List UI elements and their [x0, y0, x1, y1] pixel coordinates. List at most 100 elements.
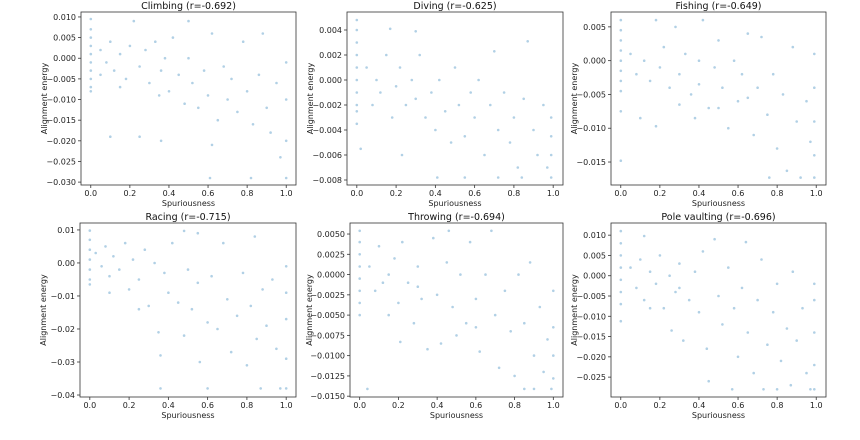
data-point — [118, 85, 122, 89]
data-point — [397, 301, 400, 305]
chart-title: Fishing (r=-0.649) — [676, 1, 762, 12]
data-point — [414, 30, 418, 33]
data-point — [619, 159, 623, 162]
data-point — [261, 288, 264, 291]
data-point — [799, 176, 802, 179]
y-axis-label: Alignment energy — [305, 274, 314, 346]
data-point — [381, 281, 385, 285]
data-point — [795, 339, 798, 342]
x-tick-label: 0.4 — [429, 189, 442, 198]
data-point — [202, 69, 206, 72]
data-point — [284, 387, 288, 390]
data-point — [432, 236, 435, 240]
data-point — [478, 350, 482, 353]
data-point — [746, 331, 750, 334]
data-point — [536, 153, 539, 157]
data-point — [674, 25, 677, 29]
data-point — [99, 73, 102, 77]
data-point — [775, 282, 779, 286]
data-point — [366, 387, 369, 391]
data-point — [760, 35, 763, 39]
y-axis-label: Alignment energy — [570, 63, 579, 135]
x-axis-label: Spuriousness — [428, 199, 481, 208]
data-point — [434, 128, 437, 132]
data-point — [682, 339, 685, 342]
y-tick-label: 0.005 — [53, 34, 76, 43]
y-tick-label: −0.015 — [576, 158, 606, 167]
data-point — [463, 176, 467, 179]
data-point — [159, 139, 163, 143]
y-tick-label: −0.025 — [576, 373, 606, 382]
axes-frame — [610, 11, 827, 186]
data-point — [662, 45, 666, 49]
data-point — [127, 288, 131, 291]
data-point — [279, 387, 282, 390]
data-point — [469, 91, 473, 94]
data-point — [813, 363, 816, 367]
y-tick-label: −0.010 — [576, 312, 606, 321]
data-point — [619, 290, 623, 294]
data-point — [216, 327, 219, 331]
data-point — [182, 229, 186, 233]
y-tick-label: 0.00 — [57, 259, 75, 268]
data-point — [648, 79, 652, 83]
subplot-4: 0.0 0.2 0.4 0.6 0.8 1.0 0.0050 0.0025 0.0000 −0.0… — [305, 212, 564, 420]
x-tick-label: 0.0 — [614, 189, 627, 198]
data-point — [445, 261, 449, 264]
data-point — [355, 41, 359, 44]
data-point — [760, 258, 763, 261]
data-point — [257, 73, 261, 77]
data-point — [163, 271, 166, 275]
y-tick-label: −0.04 — [50, 391, 75, 400]
data-point — [619, 89, 623, 93]
data-point — [639, 258, 642, 261]
data-point — [358, 313, 362, 317]
data-point — [678, 262, 681, 265]
data-point — [552, 377, 555, 380]
data-point — [705, 347, 709, 351]
x-axis-label: Spuriousness — [162, 199, 215, 208]
x-tick-label: 0.4 — [163, 189, 176, 198]
data-point — [187, 56, 190, 60]
data-point — [355, 103, 359, 107]
data-point — [707, 379, 710, 383]
data-point — [619, 28, 623, 32]
data-point — [727, 266, 730, 269]
data-point — [418, 53, 422, 57]
data-point — [154, 40, 157, 43]
data-point — [523, 321, 526, 325]
y-tick-label: −0.005 — [46, 75, 76, 84]
y-tick-label: −0.03 — [50, 358, 75, 367]
data-point — [284, 317, 288, 321]
data-point — [89, 85, 93, 89]
data-point — [744, 240, 748, 244]
axes-frame — [349, 222, 564, 398]
y-tick-label: −0.02 — [50, 325, 75, 334]
data-point — [99, 48, 102, 52]
data-point — [171, 36, 175, 39]
data-point — [549, 135, 553, 138]
data-point — [187, 19, 190, 23]
data-point — [813, 388, 816, 391]
data-point — [399, 340, 402, 344]
data-point — [105, 61, 108, 64]
data-point — [496, 176, 500, 179]
data-point — [210, 143, 214, 147]
data-point — [762, 388, 765, 391]
data-point — [455, 334, 458, 337]
data-point — [379, 91, 382, 94]
data-point — [528, 261, 532, 264]
data-point — [112, 69, 116, 72]
y-tick-label: 0.010 — [583, 231, 606, 240]
data-point — [284, 291, 288, 295]
x-tick-label: 0.6 — [202, 189, 215, 198]
x-tick-label: 0.4 — [693, 401, 706, 410]
data-point — [512, 116, 516, 119]
data-point — [358, 265, 362, 268]
x-tick-label: 0.2 — [390, 189, 403, 198]
data-point — [732, 306, 736, 310]
data-point — [658, 66, 662, 69]
data-point — [740, 72, 744, 76]
data-point — [385, 53, 388, 57]
data-point — [532, 387, 536, 391]
